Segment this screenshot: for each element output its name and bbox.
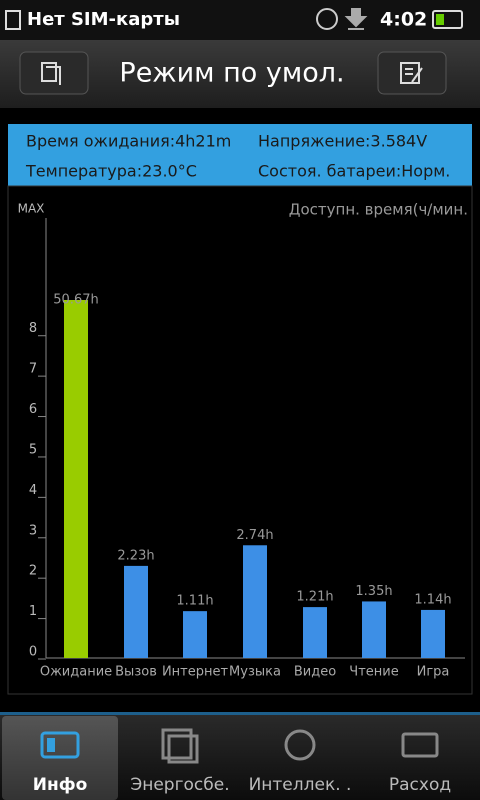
- info-icon: [40, 731, 80, 759]
- bar: [362, 601, 386, 658]
- y-tick-label: 6: [29, 402, 37, 417]
- nav-tab-label[interactable]: Инфо: [33, 775, 88, 795]
- saver-icon: [161, 728, 193, 760]
- standby-time: Время ожидания:4h21m: [26, 132, 231, 151]
- refresh-button[interactable]: [19, 51, 89, 95]
- bar: [64, 300, 88, 658]
- x-tick-label: Видео: [294, 665, 336, 680]
- value-label: 1.11h: [176, 594, 213, 609]
- y-tick-label: 5: [29, 442, 37, 457]
- nav-divider: [0, 712, 480, 715]
- y-tick-label: 7: [29, 362, 37, 377]
- edit-icon: [400, 62, 423, 84]
- y-tick-label: 8: [29, 321, 37, 336]
- carrier: Нет SIM-карты: [27, 9, 180, 30]
- nav-tabs: Инфо Энергосбе. Интеллек. . Расход: [33, 775, 451, 795]
- bar: [124, 565, 148, 658]
- temperature: Температура:23.0°C: [25, 162, 197, 181]
- x-tick-label: Чтение: [349, 665, 398, 680]
- y-tick-label: 4: [29, 483, 37, 498]
- nav-tab-label[interactable]: Расход: [389, 775, 451, 795]
- nav-tab-label[interactable]: Интеллек. .: [249, 775, 352, 795]
- y-axis-label: MAX: [18, 202, 45, 216]
- usage-icon: [401, 732, 439, 758]
- header-title: Режим по умол.: [119, 58, 344, 89]
- plot: 0 1 2 3 4 5 6 7 8 50.67h Ожидание 2.23h Вызов 1.11h Ин…: [29, 293, 452, 680]
- voltage: Напряжение:3.584V: [258, 132, 427, 151]
- info-panel: [8, 124, 472, 186]
- bar: [421, 609, 445, 658]
- y-tick-label: 2: [29, 564, 37, 579]
- value-label: 1.14h: [414, 592, 451, 607]
- chart-subtitle: Доступн. время(ч/мин.: [289, 201, 468, 219]
- bar: [243, 545, 267, 658]
- bars: [64, 300, 445, 658]
- y-tick-label: 3: [29, 523, 37, 538]
- refresh-icon: [41, 62, 61, 85]
- smart-icon: [284, 729, 316, 761]
- value-label: 2.74h: [236, 528, 273, 543]
- sim-icon: [5, 10, 21, 30]
- y-tick-label: 0: [29, 645, 37, 660]
- value-label: 50.67h: [53, 293, 98, 308]
- saver-icon-back: [167, 734, 199, 764]
- value-label: 2.23h: [117, 548, 154, 563]
- smiley-icon: [316, 8, 338, 30]
- info-icon-fill: [47, 738, 55, 752]
- download-icon: [344, 8, 368, 30]
- value-label: 1.35h: [355, 584, 392, 599]
- x-tick-label: Ожидание: [40, 665, 112, 680]
- bar: [183, 611, 207, 658]
- battery-state: Состоя. батареи:Норм.: [258, 162, 450, 181]
- battery-icon: [432, 10, 463, 29]
- value-label: 1.21h: [296, 590, 333, 605]
- status-bar: [0, 0, 480, 40]
- bar: [303, 607, 327, 658]
- x-tick-label: Вызов: [115, 665, 157, 680]
- nav-tab-label[interactable]: Энергосбе.: [130, 775, 229, 795]
- x-tick-label: Интернет: [162, 665, 229, 680]
- y-tick-label: 1: [29, 604, 37, 619]
- x-tick-label: Музыка: [229, 665, 281, 680]
- clock: 4:02: [380, 9, 427, 31]
- battery-level: [436, 14, 444, 25]
- x-tick-label: Игра: [417, 665, 450, 680]
